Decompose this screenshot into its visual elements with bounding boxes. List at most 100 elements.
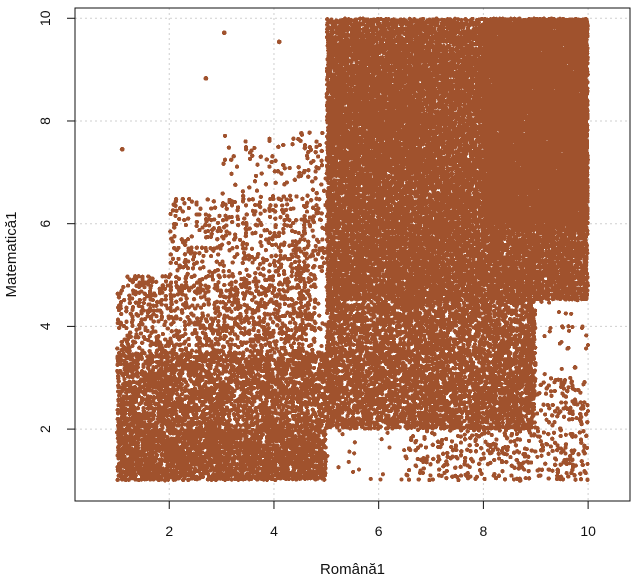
- data-point: [166, 326, 170, 330]
- data-point: [189, 245, 193, 249]
- data-point: [269, 160, 273, 164]
- data-point: [206, 289, 210, 293]
- data-point: [116, 478, 120, 482]
- data-point: [159, 343, 163, 347]
- data-point: [174, 222, 178, 226]
- data-point: [177, 217, 181, 221]
- data-point: [305, 409, 309, 413]
- data-point: [216, 280, 220, 284]
- data-point: [270, 368, 274, 372]
- data-point: [259, 195, 263, 199]
- data-point: [195, 260, 199, 264]
- data-point: [161, 332, 165, 336]
- data-point: [151, 298, 155, 302]
- data-point: [240, 363, 244, 367]
- data-point: [168, 306, 172, 310]
- data-point: [138, 298, 142, 302]
- data-point: [185, 383, 189, 387]
- data-point: [232, 403, 236, 407]
- data-point: [279, 337, 283, 341]
- data-point: [285, 277, 289, 281]
- data-point: [217, 226, 221, 230]
- data-point: [297, 285, 301, 289]
- data-point: [299, 301, 303, 305]
- data-point: [308, 298, 312, 302]
- data-point: [118, 369, 122, 373]
- data-point: [310, 179, 314, 183]
- data-point: [240, 472, 244, 476]
- data-point: [208, 458, 212, 462]
- data-point: [253, 231, 257, 235]
- data-point: [294, 301, 298, 305]
- data-point: [235, 164, 239, 168]
- data-point: [183, 332, 187, 336]
- data-point: [171, 257, 175, 261]
- data-point: [319, 460, 323, 464]
- data-point: [287, 418, 291, 422]
- data-point: [193, 251, 197, 255]
- data-point: [267, 137, 271, 141]
- data-point: [207, 214, 211, 218]
- data-point: [186, 337, 190, 341]
- data-point: [298, 237, 302, 241]
- data-point: [261, 432, 265, 436]
- data-point: [235, 215, 239, 219]
- data-point: [271, 278, 275, 282]
- data-point: [150, 277, 154, 281]
- data-point: [319, 211, 323, 215]
- data-point: [186, 216, 190, 220]
- data-point: [300, 346, 304, 350]
- data-point: [284, 208, 288, 212]
- data-point: [180, 348, 184, 352]
- data-point: [348, 87, 352, 91]
- data-point: [122, 298, 126, 302]
- data-point: [320, 269, 324, 273]
- data-point: [186, 259, 190, 263]
- data-point: [127, 380, 131, 384]
- data-point: [303, 280, 307, 284]
- data-point: [197, 251, 201, 255]
- data-point: [306, 168, 310, 172]
- data-point: [223, 202, 227, 206]
- data-point: [201, 265, 205, 269]
- data-point: [217, 214, 221, 218]
- data-point: [236, 205, 240, 209]
- data-point: [160, 314, 164, 318]
- data-point: [258, 205, 262, 209]
- data-point: [229, 172, 233, 176]
- data-point: [163, 349, 167, 353]
- data-point: [128, 301, 132, 305]
- data-point: [271, 347, 275, 351]
- data-point: [118, 362, 122, 366]
- data-point: [159, 302, 163, 306]
- data-point: [293, 178, 297, 182]
- data-point: [279, 262, 283, 266]
- data-point: [255, 162, 259, 166]
- data-point: [248, 226, 252, 230]
- data-point: [253, 209, 257, 213]
- data-point: [194, 331, 198, 335]
- data-point: [249, 408, 253, 412]
- data-point: [287, 166, 291, 170]
- data-point: [263, 209, 267, 213]
- data-point: [168, 212, 172, 216]
- data-point: [302, 169, 306, 173]
- data-point: [202, 303, 206, 307]
- data-point: [160, 290, 164, 294]
- data-point: [233, 183, 237, 187]
- data-point: [281, 143, 285, 147]
- data-point: [310, 228, 314, 232]
- data-point: [268, 231, 272, 235]
- data-point: [244, 203, 248, 207]
- data-point: [136, 274, 140, 278]
- data-point: [119, 312, 123, 316]
- data-point: [235, 245, 239, 249]
- data-point: [271, 329, 275, 333]
- data-point: [317, 197, 321, 201]
- data-point: [206, 229, 210, 233]
- data-point: [253, 179, 257, 183]
- data-point: [317, 438, 321, 442]
- data-point: [281, 356, 285, 360]
- data-point: [130, 314, 134, 318]
- data-point: [302, 214, 306, 218]
